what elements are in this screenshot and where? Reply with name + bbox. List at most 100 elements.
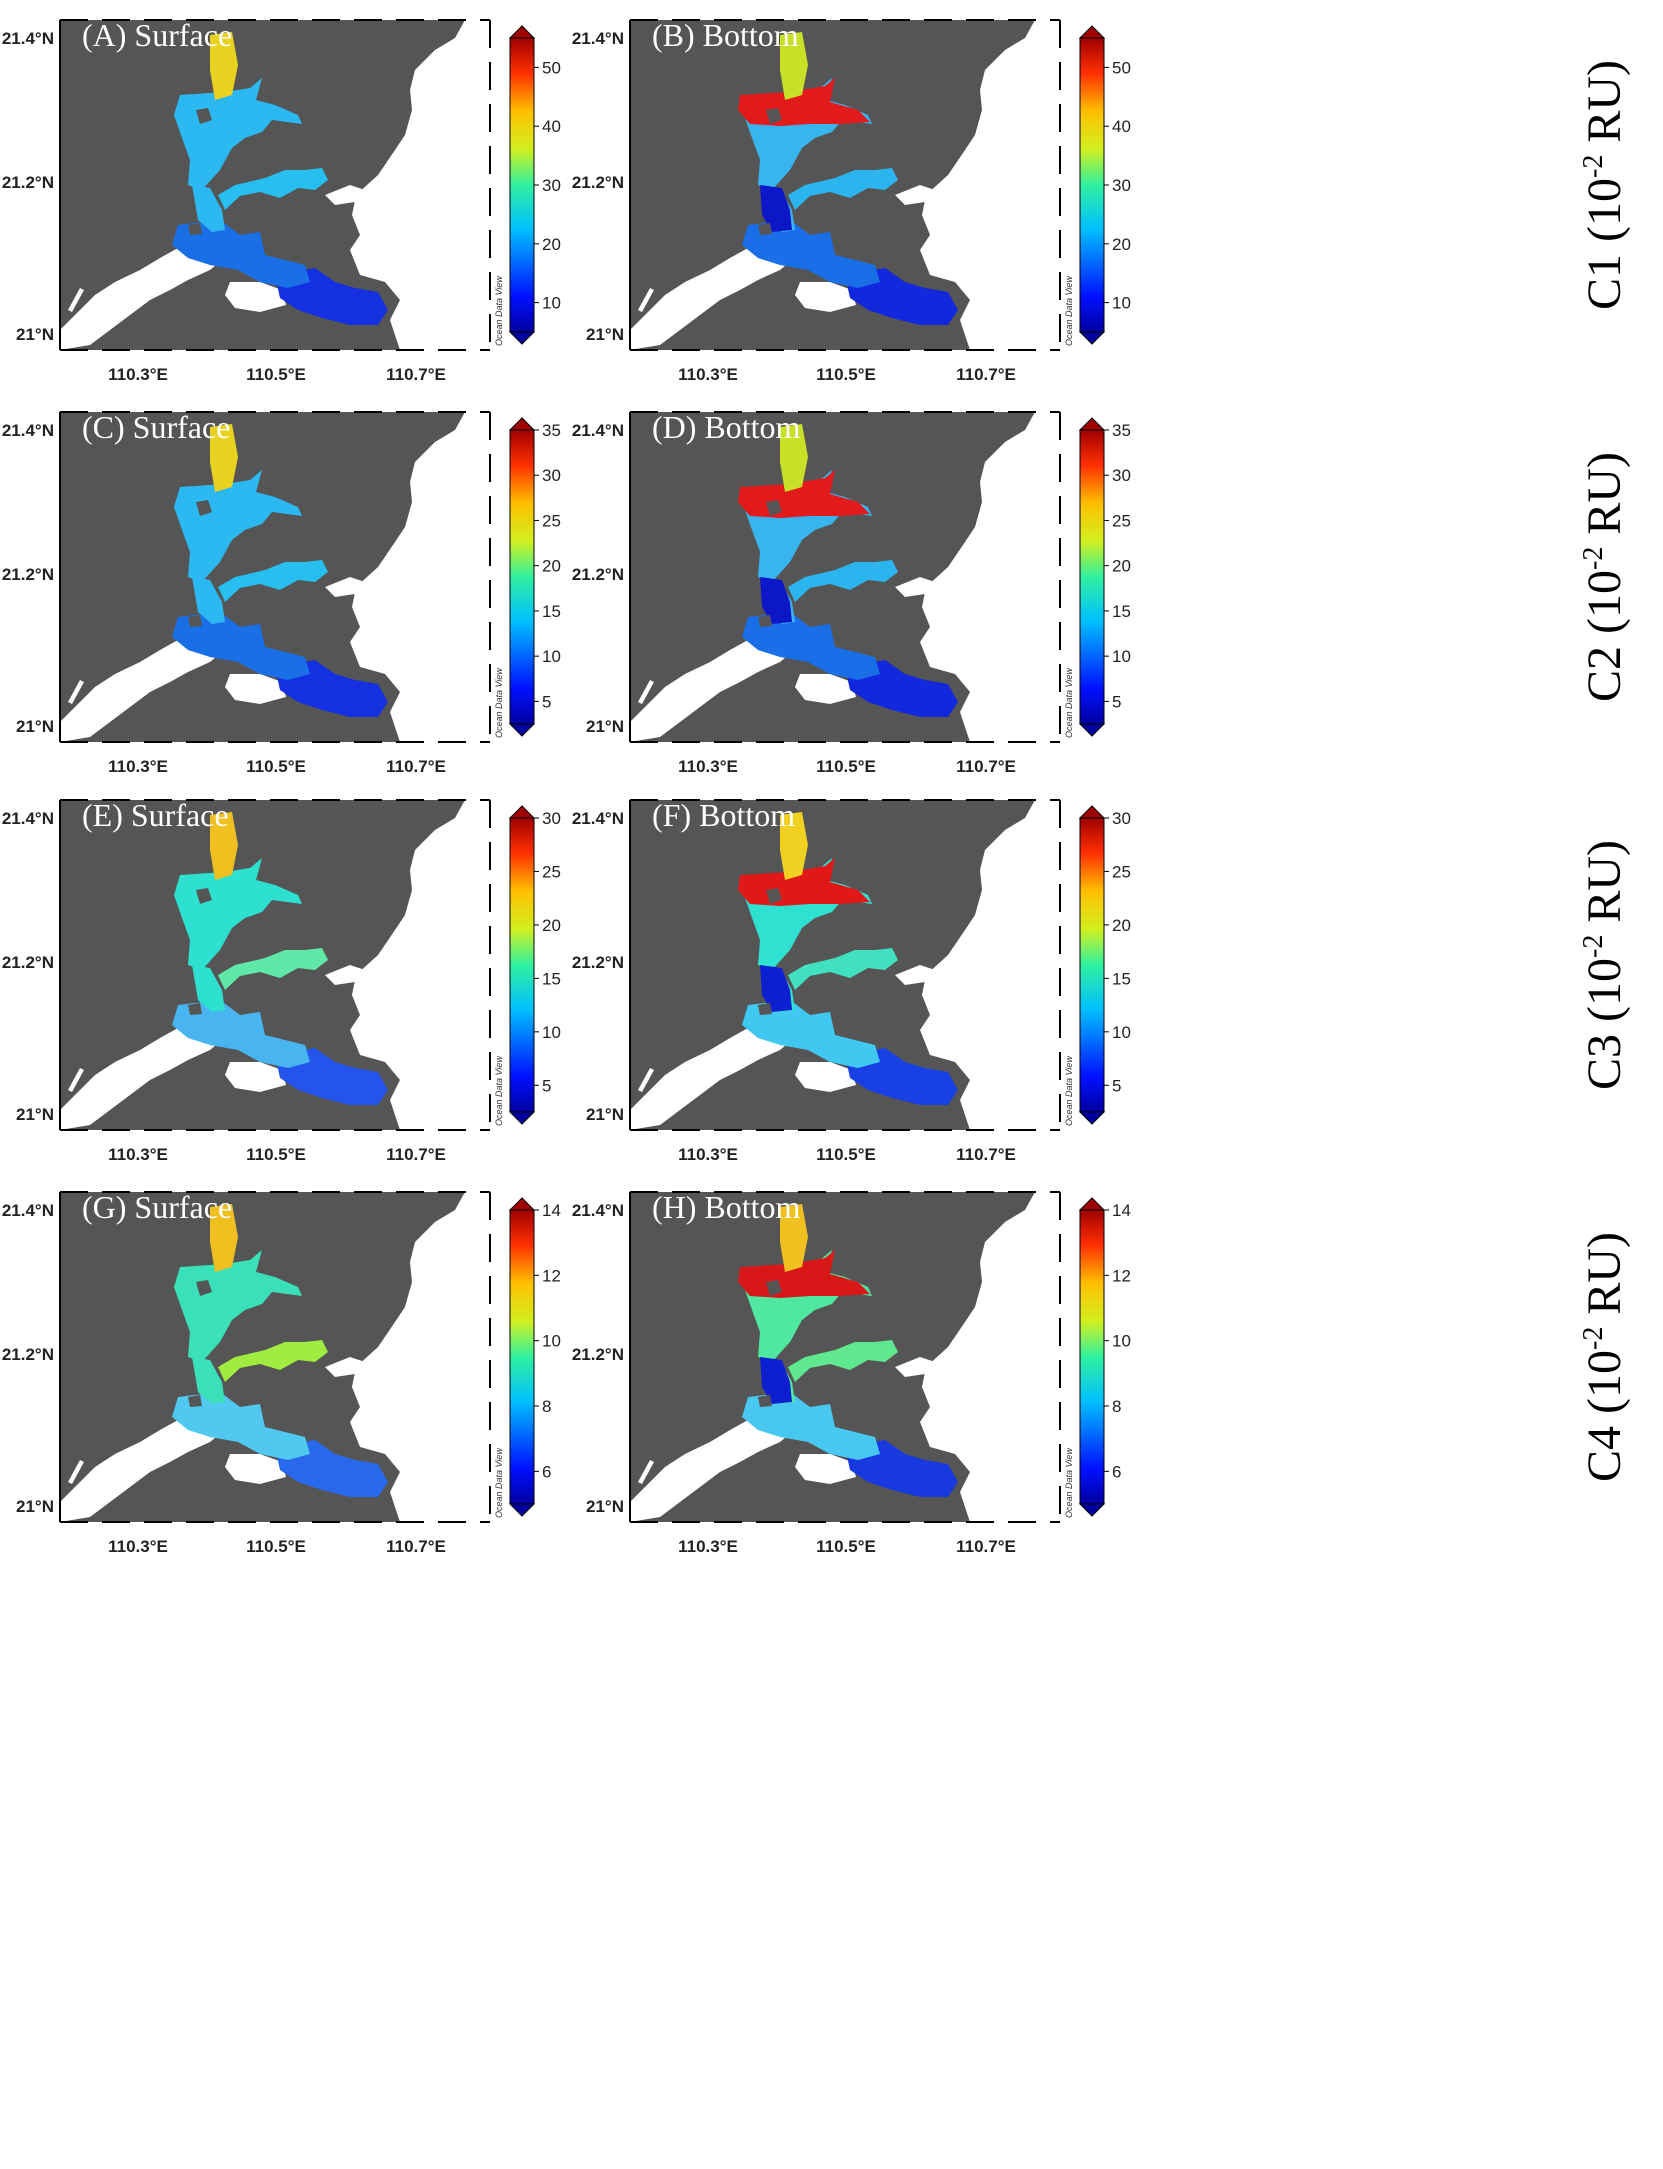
lat-tick-label: 21.2°N bbox=[2, 565, 54, 584]
panel-title: (D) Bottom bbox=[652, 409, 801, 445]
coastal-strip bbox=[325, 1357, 365, 1377]
lon-tick-label: 110.7°E bbox=[386, 757, 446, 776]
lon-tick-label: 110.7°E bbox=[956, 757, 1016, 776]
coastal-strip bbox=[325, 577, 365, 597]
island bbox=[920, 540, 928, 560]
channel-field bbox=[192, 1357, 225, 1404]
upper-basin-field bbox=[174, 1250, 302, 1362]
colorbar-tick-label: 30 bbox=[542, 176, 561, 195]
lagoon bbox=[795, 674, 856, 704]
panel-title: (B) Bottom bbox=[652, 17, 799, 53]
south-bay-field bbox=[172, 1000, 310, 1068]
lon-tick-label: 110.5°E bbox=[246, 365, 306, 384]
creek bbox=[1032, 22, 1040, 42]
creek bbox=[638, 1068, 654, 1092]
open-sea-area bbox=[350, 800, 490, 1130]
bay-island bbox=[188, 615, 202, 627]
colorbar-tick-label: 40 bbox=[542, 117, 561, 136]
lon-tick-label: 110.5°E bbox=[816, 757, 876, 776]
lagoon bbox=[225, 674, 286, 704]
row-label-text: C2 (10 bbox=[1578, 570, 1631, 702]
colorbar-bottom-arrow bbox=[1078, 723, 1106, 737]
row-label-C4: C4 (10-2 RU) bbox=[1578, 1232, 1631, 1482]
panel-title: (F) Bottom bbox=[652, 797, 795, 833]
panel-title: (E) Surface bbox=[82, 797, 229, 833]
panels-layer: (A) Surface 21.4°N 21.2°N 21°N 110.3°E 110.5°… bbox=[2, 17, 1631, 1556]
east-branch-field bbox=[788, 168, 898, 210]
colorbar-tick-label: 5 bbox=[542, 1076, 551, 1095]
colorbar-tick-label: 10 bbox=[542, 294, 561, 313]
lon-tick-label: 110.3°E bbox=[678, 1537, 738, 1556]
basin-island bbox=[196, 888, 212, 904]
panel-title: (G) Surface bbox=[82, 1189, 232, 1225]
colorbar-tick-label: 20 bbox=[1112, 557, 1131, 576]
colorbar-tick-label: 20 bbox=[542, 557, 561, 576]
colorbar-bottom-arrow bbox=[1078, 1111, 1106, 1125]
basin-island bbox=[766, 888, 782, 904]
coastal-strip bbox=[325, 185, 365, 205]
island bbox=[350, 1320, 358, 1340]
open-sea-area bbox=[920, 412, 1060, 742]
lagoon bbox=[225, 282, 286, 312]
colorbar-tick-label: 6 bbox=[542, 1462, 551, 1481]
row-label-unit: RU) bbox=[1578, 840, 1631, 935]
ocean-data-view-watermark: Ocean Data View bbox=[1064, 1448, 1074, 1518]
colorbar-bottom-arrow bbox=[508, 723, 536, 737]
west-river bbox=[60, 1407, 222, 1522]
upper-basin-field bbox=[174, 858, 302, 970]
row-label-exponent: -2 bbox=[1578, 935, 1609, 958]
map-panel-H: (H) Bottom 21.4°N 21.2°N 21°N 110.3°E 110.5°E… bbox=[572, 1189, 1131, 1556]
map-panel-G: (G) Surface 21.4°N 21.2°N 21°N 110.3°E 110.5°… bbox=[2, 1189, 561, 1556]
island bbox=[365, 855, 378, 910]
colorbar-top-arrow bbox=[508, 417, 536, 431]
row-label-C1: C1 (10-2 RU) bbox=[1578, 60, 1631, 310]
lat-tick-label: 21.2°N bbox=[572, 173, 624, 192]
colorbar-tick-label: 10 bbox=[542, 647, 561, 666]
low-value-core bbox=[760, 577, 792, 624]
colorbar-tick-label: 10 bbox=[1112, 294, 1131, 313]
colorbar bbox=[509, 429, 535, 725]
colorbar-tick-label: 6 bbox=[1112, 1462, 1121, 1481]
row-label-unit: RU) bbox=[1578, 60, 1631, 155]
island bbox=[365, 1247, 378, 1302]
open-sea-area bbox=[920, 1192, 1060, 1522]
island bbox=[350, 928, 358, 948]
inlet-field bbox=[210, 812, 238, 880]
lat-tick-label: 21°N bbox=[16, 717, 54, 736]
lat-tick-label: 21.2°N bbox=[2, 953, 54, 972]
colorbar-tick-label: 25 bbox=[1112, 862, 1131, 881]
map-panel-F: (F) Bottom 21.4°N 21.2°N 21°N 110.3°E 110.5°E… bbox=[572, 797, 1131, 1164]
bay-island bbox=[758, 1395, 772, 1407]
ocean-data-view-watermark: Ocean Data View bbox=[494, 668, 504, 738]
lat-tick-label: 21°N bbox=[586, 1105, 624, 1124]
colorbar-top-arrow bbox=[1078, 1197, 1106, 1211]
colorbar-tick-label: 25 bbox=[542, 862, 561, 881]
east-branch-field bbox=[218, 948, 328, 990]
colorbar-tick-label: 5 bbox=[542, 692, 551, 711]
colorbar-tick-label: 35 bbox=[542, 421, 561, 440]
lagoon bbox=[795, 1062, 856, 1092]
lon-tick-label: 110.5°E bbox=[816, 365, 876, 384]
colorbar-tick-label: 8 bbox=[542, 1397, 551, 1416]
colorbar-tick-label: 40 bbox=[1112, 117, 1131, 136]
colorbar bbox=[1079, 429, 1105, 725]
bay-island bbox=[758, 1003, 772, 1015]
map-panel-C: (C) Surface 21.4°N 21.2°N 21°N 110.3°E 110.5°… bbox=[2, 409, 561, 776]
creek bbox=[68, 680, 84, 704]
channel-field bbox=[192, 965, 225, 1012]
colorbar-tick-label: 20 bbox=[542, 916, 561, 935]
island bbox=[935, 1247, 948, 1302]
creek bbox=[1032, 1194, 1040, 1214]
lat-tick-label: 21°N bbox=[16, 325, 54, 344]
colorbar-top-arrow bbox=[508, 805, 536, 819]
colorbar-tick-label: 30 bbox=[1112, 466, 1131, 485]
lon-tick-label: 110.7°E bbox=[386, 1537, 446, 1556]
row-label-exponent: -2 bbox=[1578, 155, 1609, 178]
island bbox=[935, 75, 948, 130]
colorbar-tick-label: 30 bbox=[542, 809, 561, 828]
colorbar bbox=[509, 1209, 535, 1505]
colorbar-tick-label: 14 bbox=[542, 1201, 561, 1220]
island bbox=[920, 148, 928, 168]
lon-tick-label: 110.5°E bbox=[816, 1537, 876, 1556]
colorbar-tick-label: 30 bbox=[1112, 809, 1131, 828]
